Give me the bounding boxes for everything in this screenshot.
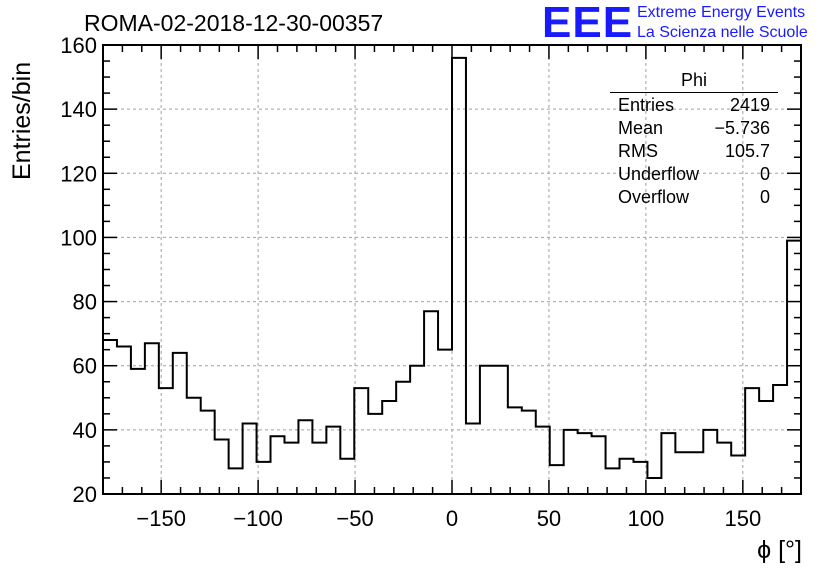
y-tick-label: 40 (73, 418, 97, 443)
y-tick-label: 20 (73, 482, 97, 507)
plot-title: ROMA-02-2018-12-30-00357 (84, 10, 384, 36)
stats-value: −5.736 (714, 118, 770, 138)
y-tick-label: 80 (73, 290, 97, 315)
stats-label: Mean (618, 118, 664, 138)
x-tick-label: −50 (336, 506, 373, 531)
stats-label: Underflow (618, 164, 700, 184)
stats-value: 2419 (729, 95, 770, 115)
y-tick-label: 160 (60, 33, 97, 58)
stats-row-underflow: Underflow 0 (610, 163, 778, 186)
stats-row-rms: RMS 105.7 (610, 140, 778, 163)
stats-title: Phi (610, 70, 778, 93)
stats-value: 105.7 (724, 141, 770, 161)
stats-label: Entries (618, 95, 675, 115)
y-tick-label: 60 (73, 354, 97, 379)
y-tick-label: 100 (60, 225, 97, 250)
histogram-series-phi (103, 56, 801, 479)
stats-value: 0 (759, 187, 770, 207)
x-tick-label: 100 (628, 506, 665, 531)
y-tick-label: 120 (60, 161, 97, 186)
eee-logo-line2: La Scienza nelle Scuole (637, 24, 808, 41)
x-tick-label: −100 (233, 506, 283, 531)
stats-box: Phi Entries 2419 Mean −5.736 RMS 105.7 U… (610, 70, 778, 209)
x-axis-title: ϕ [°] (757, 536, 802, 564)
x-tick-label: 0 (446, 506, 458, 531)
stats-label: Overflow (618, 187, 690, 207)
stats-value: 0 (759, 164, 770, 184)
x-tick-label: 50 (537, 506, 561, 531)
stats-row-overflow: Overflow 0 (610, 186, 778, 209)
stats-label: RMS (618, 141, 658, 161)
eee-logo-line1: Extreme Energy Events (637, 4, 806, 21)
y-axis-title: Entries/bin (8, 61, 36, 180)
eee-logo: EEE (542, 0, 634, 47)
stats-row-mean: Mean −5.736 (610, 117, 778, 140)
stats-row-entries: Entries 2419 (610, 94, 778, 117)
x-tick-label: 150 (724, 506, 761, 531)
x-tick-label: −150 (136, 506, 186, 531)
y-tick-label: 140 (60, 97, 97, 122)
